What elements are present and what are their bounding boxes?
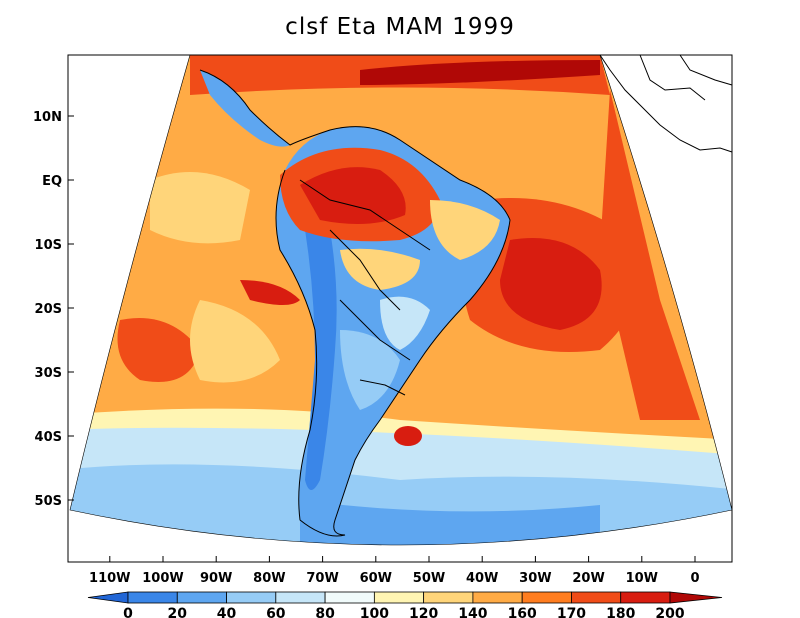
colorbar-label: 180: [606, 606, 635, 618]
colorbar-label: 60: [266, 606, 286, 618]
latitude-axis: 10N EQ 10S 20S 30S 40S 50S: [33, 110, 74, 509]
lon-label: 60W: [360, 571, 392, 586]
lon-label: 10W: [626, 571, 658, 586]
colorbar-segment: [620, 591, 671, 604]
lat-label: 10S: [35, 238, 62, 253]
lon-label: 100W: [142, 571, 183, 586]
colorbar-label: 100: [360, 606, 389, 618]
colorbar-segment: [324, 591, 375, 604]
lon-label: 110W: [89, 571, 130, 586]
lon-label: 50W: [413, 571, 445, 586]
colorbar-segment: [373, 591, 425, 604]
colorbar-label: 120: [409, 606, 438, 618]
lon-label: 30W: [519, 571, 551, 586]
lat-label: 20S: [35, 302, 62, 317]
colorbar-label: 0: [123, 606, 133, 618]
lat-label: 40S: [35, 430, 62, 445]
colorbar-segment: [275, 591, 326, 604]
lon-label: 0: [690, 571, 699, 586]
lon-label: 40W: [466, 571, 498, 586]
africa-coastline: [599, 54, 733, 153]
colorbar-label: 170: [557, 606, 586, 618]
colorbar-label: 40: [217, 606, 237, 618]
continent-south-america: [200, 70, 510, 537]
map-title: clsf Eta MAM 1999: [285, 14, 515, 40]
colorbar-segment: [423, 591, 474, 604]
colorbar-segment: [521, 591, 572, 604]
lon-label: 70W: [306, 571, 338, 586]
colorbar: 0 20 40 60 80 100 120 140 160 170 180 200: [87, 591, 723, 618]
lon-label: 90W: [200, 571, 232, 586]
lat-label: 50S: [35, 494, 62, 509]
colorbar-segment: [127, 591, 178, 604]
colorbar-label: 20: [168, 606, 188, 618]
colorbar-label: 160: [508, 606, 537, 618]
longitude-axis: 110W 100W 90W 80W 70W 60W 50W 40W 30W 20W 10W 0: [89, 556, 700, 586]
coastline: [199, 69, 511, 537]
colorbar-label: 140: [458, 606, 487, 618]
lat-label: EQ: [42, 174, 62, 189]
colorbar-segment: [571, 591, 622, 604]
colorbar-label: 200: [655, 606, 684, 618]
colorbar-min-arrow: [87, 591, 129, 604]
colorbar-segment: [472, 591, 523, 604]
colorbar-segment: [176, 591, 227, 604]
colorbar-max-arrow: [669, 591, 723, 604]
lat-label: 30S: [35, 366, 62, 381]
lon-label: 20W: [572, 571, 604, 586]
colorbar-label: 80: [315, 606, 335, 618]
lat-label: 10N: [33, 110, 62, 125]
domain-boundary: [69, 54, 733, 546]
lon-label: 80W: [253, 571, 285, 586]
colorbar-segment: [226, 591, 277, 604]
